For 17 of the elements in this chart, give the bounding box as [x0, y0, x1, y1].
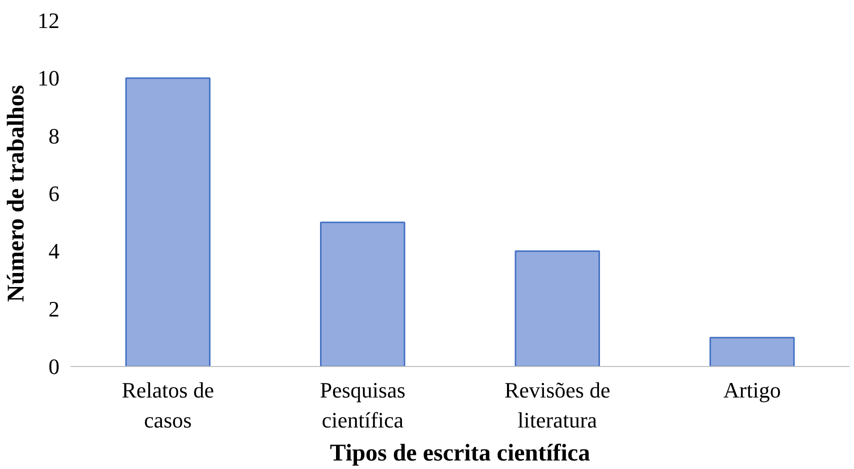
x-tick-label: Pesquisas científica [320, 378, 406, 432]
y-tick-label: 12 [38, 8, 60, 33]
x-axis-title: Tipos de escrita científica [330, 440, 590, 466]
y-tick-label: 4 [48, 238, 60, 264]
y-tick-label: 2 [48, 296, 60, 322]
x-tick-label: Relatos de casos [122, 378, 214, 432]
bar [710, 336, 795, 366]
y-tick-label: 6 [48, 181, 60, 206]
bar [514, 250, 600, 366]
x-tick-label: Revisões de literatura [504, 378, 610, 432]
y-tick-label: 8 [48, 123, 60, 148]
y-tick-label: 0 [48, 354, 60, 379]
bar [320, 222, 406, 366]
y-axis-title: Número de trabalhos [4, 85, 30, 302]
bar [125, 77, 210, 366]
y-tick-label: 10 [38, 66, 60, 91]
x-tick-label: Artigo [723, 378, 781, 402]
